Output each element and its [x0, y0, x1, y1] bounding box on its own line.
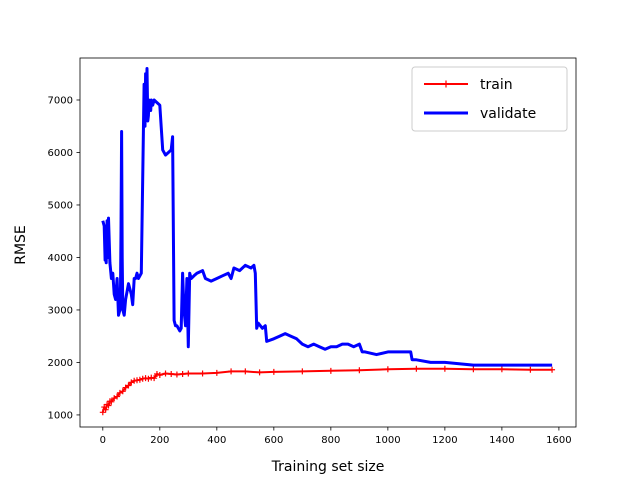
train-data-point	[136, 376, 143, 383]
y-tick-label: 2000	[48, 358, 73, 369]
x-tick-label: 200	[150, 435, 169, 446]
legend-label-validate: validate	[480, 106, 536, 122]
train-data-point	[105, 402, 112, 409]
train-data-point	[179, 370, 186, 377]
train-data-point	[108, 398, 115, 405]
train-data-point	[242, 368, 249, 375]
train-data-point	[256, 369, 263, 376]
x-tick-label: 800	[321, 435, 340, 446]
y-tick-label: 1000	[48, 410, 73, 421]
train-data-point	[125, 382, 132, 389]
train-data-point	[384, 366, 391, 373]
train-data-point	[470, 366, 477, 373]
train-data-point	[199, 370, 206, 377]
train-data-point	[99, 409, 106, 416]
x-axis: 0 200 400 600 800 1000 1200 1400 1600	[100, 427, 572, 446]
y-axis-label: RMSE	[13, 225, 29, 265]
train-data-point	[102, 406, 109, 413]
x-tick-label: 0	[100, 435, 106, 446]
y-tick-label: 4000	[48, 253, 73, 264]
y-tick-label: 6000	[48, 148, 73, 159]
train-data-point	[441, 365, 448, 372]
legend: train validate	[411, 66, 568, 132]
train-data-point	[114, 393, 121, 400]
train-data-point	[413, 365, 420, 372]
x-tick-label: 600	[264, 435, 283, 446]
train-data-point	[156, 372, 163, 379]
train-data-point	[151, 375, 158, 382]
train-data-point	[356, 367, 363, 374]
y-tick-label: 5000	[48, 200, 73, 211]
train-data-point	[498, 366, 505, 373]
legend-label-train: train	[480, 77, 513, 93]
legend-marker-train	[442, 80, 450, 88]
train-data-point	[185, 370, 192, 377]
train-data-point	[145, 375, 152, 382]
train-data-point	[119, 388, 126, 395]
series-layer	[99, 67, 556, 416]
train-data-point	[270, 368, 277, 375]
x-tick-label: 1600	[546, 435, 571, 446]
x-axis-label: Training set size	[271, 459, 385, 475]
train-data-point	[213, 369, 220, 376]
train-data-point	[153, 370, 160, 377]
train-data-point	[173, 371, 180, 378]
train-data-point	[162, 370, 169, 377]
x-tick-label: 1400	[489, 435, 514, 446]
x-tick-label: 1200	[432, 435, 457, 446]
train-data-point	[228, 368, 235, 375]
y-tick-label: 7000	[48, 95, 73, 106]
x-tick-label: 1000	[375, 435, 400, 446]
train-data-point	[549, 366, 556, 373]
train-data-point	[527, 366, 534, 373]
train-data-point	[168, 370, 175, 377]
y-axis: 1000 2000 3000 4000 5000 6000 7000	[48, 95, 80, 421]
train-data-point	[327, 367, 334, 374]
x-tick-label: 400	[207, 435, 226, 446]
train-data-point	[299, 368, 306, 375]
y-tick-label: 3000	[48, 305, 73, 316]
validate-series-line	[101, 67, 553, 367]
